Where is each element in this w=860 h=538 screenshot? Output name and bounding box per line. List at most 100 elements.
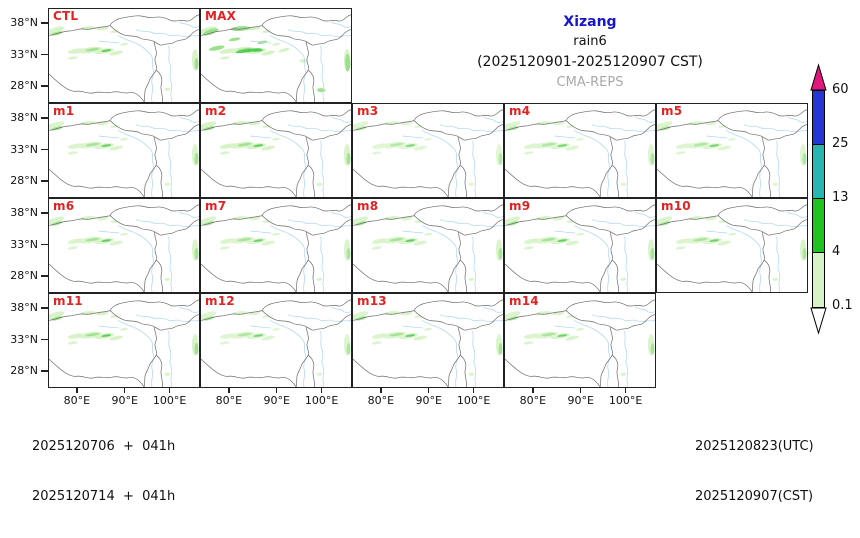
x-tick-mark (380, 388, 382, 393)
rivers (98, 116, 199, 197)
x-tick-mark (473, 388, 475, 393)
y-tick-label: 28°N (10, 363, 38, 377)
panel-m13: m13 (352, 293, 504, 388)
y-tick-label: 28°N (10, 268, 38, 282)
province-boundaries (201, 299, 351, 387)
x-tick-mark (76, 388, 78, 393)
panel-CTL: CTL (48, 8, 200, 103)
title-period: (2025120901-2025120907 CST) (477, 54, 703, 70)
colorbar-under-arrow (810, 307, 827, 335)
colorbar (812, 90, 825, 309)
panel-label: m7 (205, 199, 227, 213)
province-boundaries (201, 14, 351, 102)
colorbar-segment (813, 199, 824, 253)
x-tick-mark (321, 388, 323, 393)
x-tick-label: 90°E (567, 394, 594, 407)
tibet-map (353, 204, 503, 292)
y-tick-label: 38°N (10, 301, 38, 314)
rivers (554, 211, 655, 292)
y-tick-mark (41, 53, 48, 56)
colorbar-segment (813, 145, 824, 199)
x-tick-label: 80°E (519, 394, 547, 407)
province-boundaries (505, 109, 655, 197)
panel-label: m12 (205, 294, 235, 308)
title-block: Xizang rain6 (2025120901-2025120907 CST)… (420, 12, 760, 93)
y-tick-label: 33°N (10, 47, 38, 61)
x-tick-mark (625, 388, 627, 393)
panel-m3: m3 (352, 103, 504, 198)
panel-label: m2 (205, 104, 227, 118)
panel-m8: m8 (352, 198, 504, 293)
panel-label: CTL (53, 9, 79, 23)
panel-m2: m2 (200, 103, 352, 198)
rain-shading (353, 311, 503, 376)
panel-m9: m9 (504, 198, 656, 293)
y-tick-mark (41, 180, 48, 182)
init-time-line1: 2025120706 + 041h (32, 439, 176, 454)
tibet-map (49, 109, 199, 197)
x-tick-label: 100°E (304, 394, 339, 407)
panel-label: m10 (661, 199, 691, 213)
rivers (706, 211, 807, 292)
panel-label: m1 (53, 104, 75, 118)
x-tick-mark (228, 388, 230, 393)
tibet-map (201, 204, 351, 292)
y-tick-label: 38°N (10, 111, 38, 124)
province-boundaries (49, 204, 199, 292)
y-tick-mark (41, 85, 48, 87)
valid-time-utc: 2025120823(UTC) (695, 439, 814, 454)
x-tick-label: 80°E (367, 394, 395, 407)
panel-m4: m4 (504, 103, 656, 198)
y-tick-mark (41, 338, 48, 341)
colorbar-segment (813, 253, 824, 307)
rain-shading (49, 26, 199, 91)
province-boundaries (201, 204, 351, 292)
tibet-map (201, 299, 351, 387)
title-model: CMA-REPS (556, 75, 624, 90)
valid-time-cst: 2025120907(CST) (695, 488, 814, 504)
panel-m10: m10 (656, 198, 808, 293)
x-tick-mark (428, 388, 430, 393)
panel-m14: m14 (504, 293, 656, 388)
tibet-map (201, 14, 351, 102)
x-tick-label: 80°E (63, 394, 91, 407)
colorbar-tick-label: 4 (832, 244, 841, 259)
province-boundaries (353, 299, 503, 387)
y-tick-mark (41, 117, 48, 119)
x-tick-label: 90°E (111, 394, 138, 407)
province-boundaries (657, 109, 807, 197)
tibet-map (505, 299, 655, 387)
rivers (250, 306, 351, 387)
province-boundaries (353, 109, 503, 197)
panel-label: m5 (661, 104, 683, 118)
x-tick-label: 100°E (608, 394, 643, 407)
panel-m5: m5 (656, 103, 808, 198)
y-tick-mark (41, 275, 48, 277)
province-boundaries (49, 109, 199, 197)
panel-m12: m12 (200, 293, 352, 388)
tibet-map (49, 14, 199, 102)
rain-shading (49, 311, 199, 376)
panel-label: m11 (53, 294, 83, 308)
init-time-line2: 2025120714 + 041h (32, 488, 176, 504)
rivers (250, 21, 351, 102)
figure: CTL (10, 8, 853, 504)
y-tick-mark (41, 370, 48, 372)
panel-label: m3 (357, 104, 379, 118)
province-boundaries (505, 299, 655, 387)
panel-label: m13 (357, 294, 387, 308)
tibet-map (657, 109, 807, 197)
y-tick-label: 33°N (10, 237, 38, 251)
tibet-map (505, 204, 655, 292)
tibet-map (201, 109, 351, 197)
panel-m6: m6 (48, 198, 200, 293)
panel-label: m9 (509, 199, 531, 213)
x-tick-mark (169, 388, 171, 393)
title-variable: rain6 (573, 34, 607, 49)
y-tick-label: 28°N (10, 78, 38, 92)
x-tick-mark (532, 388, 534, 393)
colorbar-tick-label: 25 (832, 136, 849, 151)
rivers (98, 211, 199, 292)
tibet-map (353, 109, 503, 197)
province-boundaries (657, 204, 807, 292)
